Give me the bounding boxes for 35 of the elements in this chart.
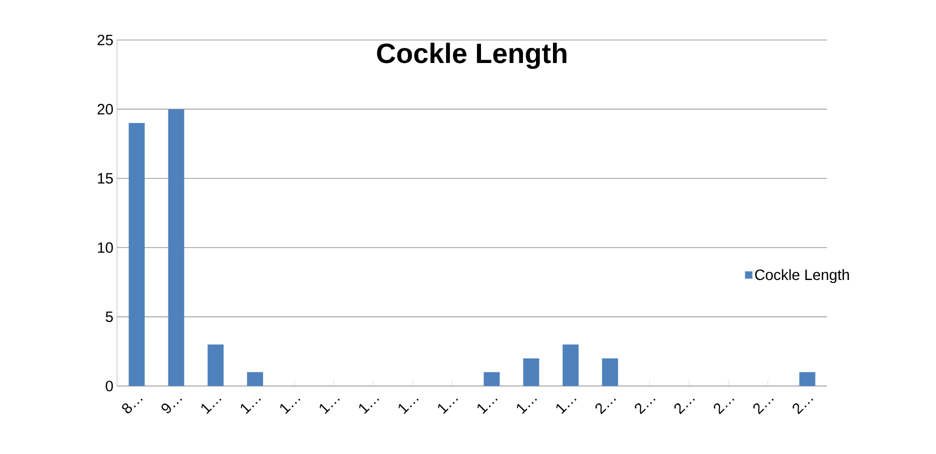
bar xyxy=(799,372,816,386)
bar xyxy=(247,372,264,386)
x-tick-label: 2… xyxy=(753,398,774,414)
x-tick-label: 1… xyxy=(438,398,458,414)
y-tick-label: 5 xyxy=(106,312,113,322)
y-tick-label: 20 xyxy=(98,104,113,114)
x-tick-label: 1… xyxy=(280,398,300,414)
x-tick-label: 1… xyxy=(240,398,261,414)
x-tick-label: 2… xyxy=(595,398,616,414)
bar xyxy=(208,344,224,386)
bar xyxy=(484,372,500,386)
y-tick-label: 15 xyxy=(98,173,113,184)
bar xyxy=(128,123,145,386)
bar xyxy=(602,358,618,386)
x-tick-label: 1… xyxy=(201,398,222,414)
x-tick-label: 2… xyxy=(792,398,814,414)
x-tick-label: 1… xyxy=(556,398,576,414)
x-tick-label: 8… xyxy=(122,398,143,414)
x-tick-label: 1… xyxy=(477,398,498,414)
y-tick-label: 0 xyxy=(106,380,113,392)
x-tick-label: 2… xyxy=(714,398,734,414)
bar xyxy=(168,109,184,386)
x-tick-label: 2… xyxy=(634,398,656,414)
bar xyxy=(562,344,579,386)
x-tick-label: 1… xyxy=(398,398,419,414)
legend-label: Cockle Length xyxy=(755,269,849,284)
chart-title: Cockle Length xyxy=(377,42,566,69)
x-tick-label: 1… xyxy=(359,398,380,414)
x-tick-label: 2… xyxy=(674,398,695,414)
y-tick-label: 10 xyxy=(98,242,113,253)
bar xyxy=(523,358,540,386)
y-tick-label: 25 xyxy=(98,34,113,46)
x-tick-label: 1… xyxy=(516,398,537,414)
x-tick-label: 9… xyxy=(162,398,182,414)
x-tick-label: 1… xyxy=(320,398,340,414)
